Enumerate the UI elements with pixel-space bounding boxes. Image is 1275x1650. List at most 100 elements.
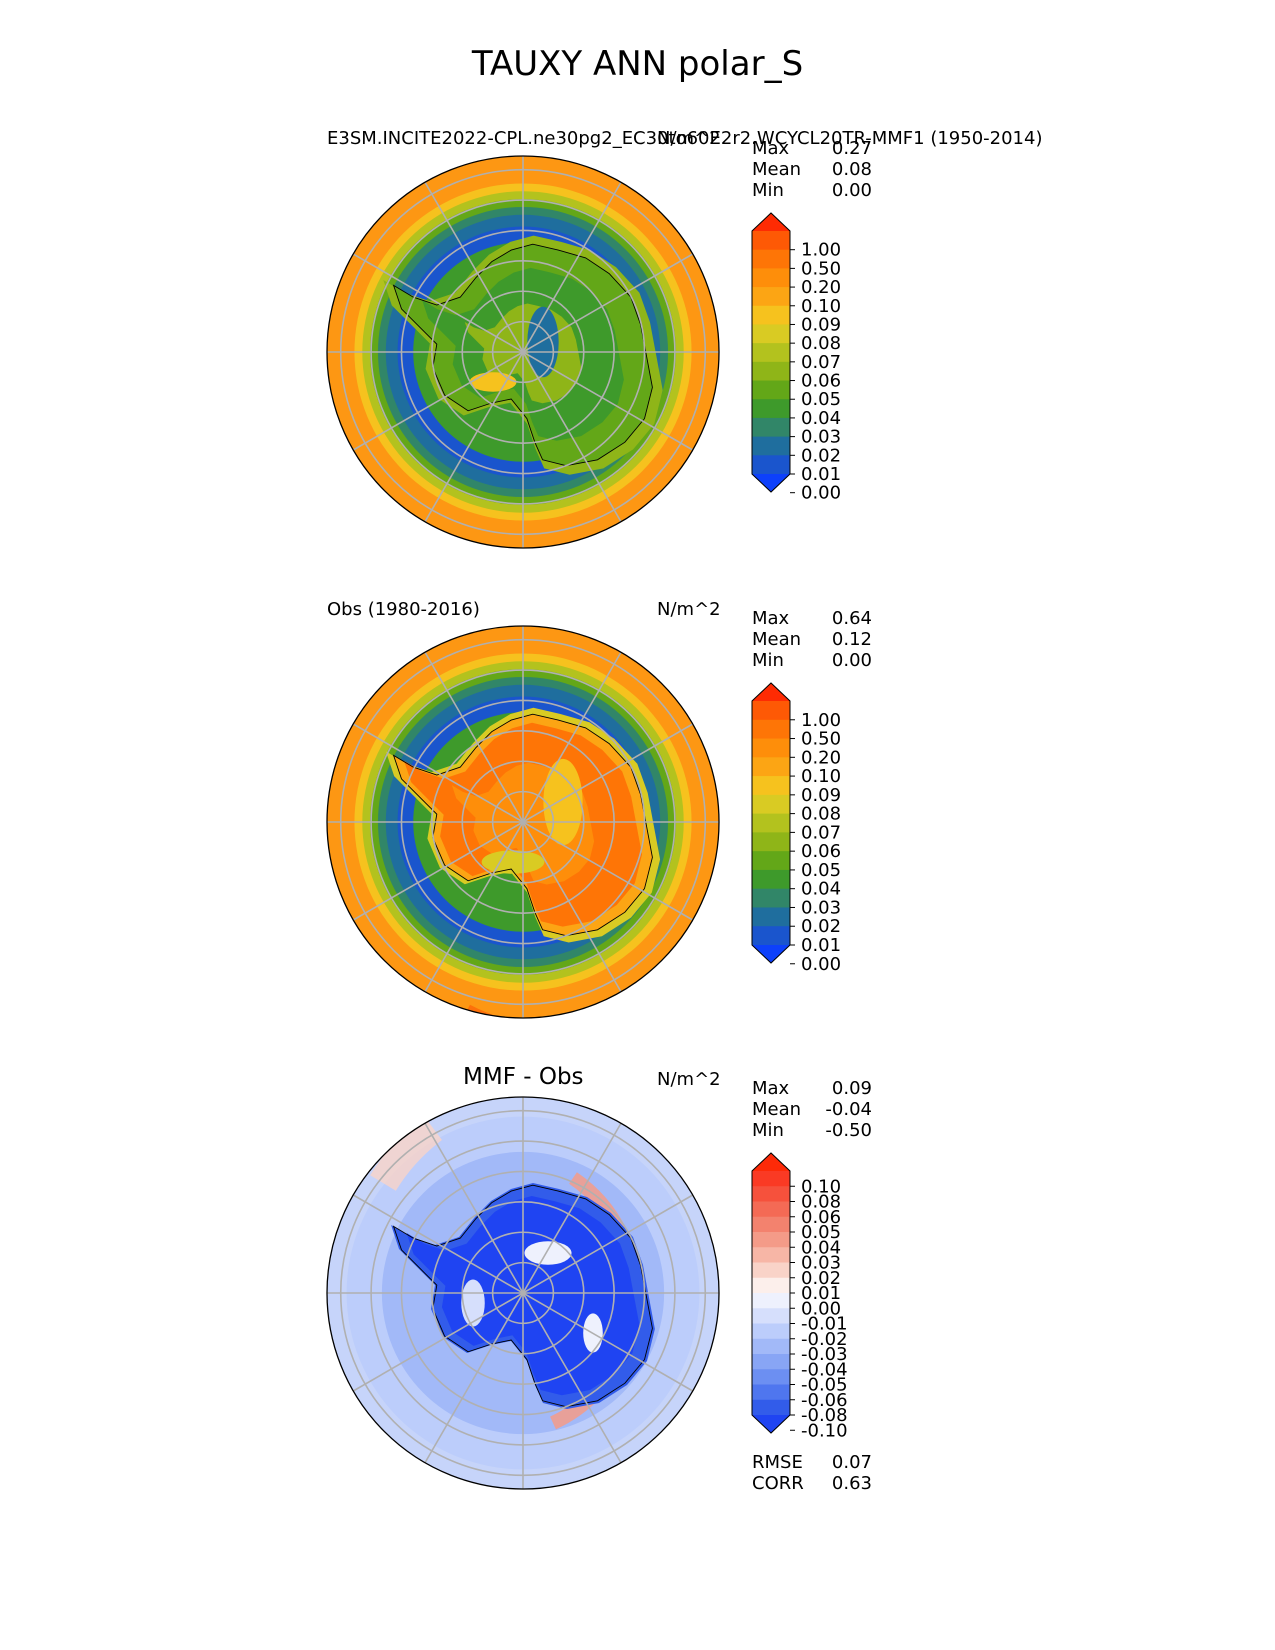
colorbar-tick-label: 0.10 — [801, 296, 841, 317]
colorbar-tick-label: 0.02 — [801, 445, 841, 466]
colorbar-tick-label: 0.05 — [801, 1222, 841, 1243]
colorbar-tick-label: -0.04 — [801, 1359, 848, 1380]
colorbar-tick-label: 0.00 — [801, 1298, 841, 1319]
panel1-stat-mean-value: 0.08 — [831, 159, 872, 180]
colorbar-segment — [752, 361, 790, 382]
colorbar-segment — [752, 380, 790, 400]
contour-band — [461, 1279, 485, 1327]
longitude-line — [424, 1122, 622, 1464]
colorbar-segment — [752, 1323, 790, 1340]
colorbar-extend-min — [752, 1415, 790, 1433]
colorbar-segment — [752, 1232, 790, 1248]
panel2-stat-max-label: Max — [752, 608, 790, 629]
colorbar-segment — [752, 1369, 790, 1385]
panel3-corr-value: 0.63 — [831, 1473, 872, 1494]
colorbar-extend-max — [752, 213, 790, 231]
colorbar-segment — [752, 455, 790, 475]
colorbar-tick-label: 0.04 — [801, 1237, 841, 1258]
colorbar-2: 1.000.500.200.100.090.080.070.060.050.04… — [751, 682, 841, 975]
panel3-stat-mean-value: -0.04 — [825, 1099, 872, 1120]
colorbar-segment — [752, 794, 790, 815]
colorbar-segment — [752, 231, 790, 251]
colorbar-segment — [752, 1338, 790, 1355]
colorbar-tick-label: -0.08 — [801, 1405, 848, 1426]
panel1-stat-min-value: 0.00 — [831, 180, 872, 201]
panel3-stat-min-label: Min — [752, 1120, 784, 1141]
panel3-stat-mean-label: Mean — [752, 1099, 802, 1120]
colorbar-1: 1.000.500.200.100.090.080.070.060.050.04… — [751, 212, 841, 504]
panel2-stat-mean-value: 0.12 — [831, 629, 872, 650]
colorbar-segment — [752, 813, 790, 833]
panel3-rmse-value: 0.07 — [831, 1452, 872, 1473]
colorbar-segment — [752, 851, 790, 871]
colorbar-tick-label: 0.05 — [801, 860, 841, 881]
colorbar-tick-label: 0.50 — [801, 729, 841, 750]
colorbar-3: 0.100.080.060.050.040.030.020.010.00-0.0… — [751, 1152, 848, 1441]
colorbar-segment — [752, 268, 790, 288]
colorbar-segment — [752, 1277, 790, 1294]
colorbar-tick-label: 0.02 — [801, 1268, 841, 1289]
colorbar-tick-label: 0.50 — [801, 258, 841, 279]
panel3-rmse-label: RMSE — [752, 1452, 803, 1473]
colorbar-tick-label: 0.05 — [801, 389, 841, 410]
colorbar-tick-label: 0.04 — [801, 408, 841, 429]
panel1-stat-mean-label: Mean — [752, 159, 802, 180]
colorbar-tick-label: 0.02 — [801, 916, 841, 937]
panel1-stat-max-value: 0.27 — [831, 138, 872, 159]
colorbar-tick-label: 0.08 — [801, 1192, 841, 1213]
panel3-stat-max-label: Max — [752, 1078, 790, 1099]
panel3-units: N/m^2 — [657, 1069, 721, 1090]
colorbar-segment — [752, 1384, 790, 1401]
colorbar-segment — [752, 888, 790, 908]
colorbar-extend-max — [752, 1153, 790, 1171]
colorbar-segment — [752, 757, 790, 777]
panel2-title: Obs (1980-2016) — [327, 599, 480, 620]
colorbar-tick-label: 0.00 — [801, 483, 841, 504]
colorbar-tick-label: 0.07 — [801, 352, 841, 373]
colorbar-segment — [752, 1216, 790, 1233]
colorbar-segment — [752, 343, 790, 363]
panel1-title: E3SM.INCITE2022-CPL.ne30pg2_EC30to60E2r2… — [327, 128, 1043, 149]
colorbar-tick-label: 0.08 — [801, 333, 841, 354]
colorbar-segment — [752, 926, 790, 946]
colorbar-tick-label: 0.00 — [801, 954, 841, 975]
colorbar-segment — [752, 1399, 790, 1416]
colorbar-segment — [752, 249, 790, 269]
colorbar-tick-label: 0.06 — [801, 1207, 841, 1228]
contour-band — [543, 758, 583, 846]
colorbar-extend-min — [752, 945, 790, 963]
colorbar-tick-label: -0.10 — [801, 1420, 848, 1441]
colorbar-segment — [752, 1308, 790, 1324]
colorbar-tick-label: 0.04 — [801, 879, 841, 900]
panel3-stat-max-value: 0.09 — [831, 1078, 872, 1099]
graticule — [327, 626, 719, 1018]
panel1-stat-max-label: Max — [752, 138, 790, 159]
longitude-line — [424, 181, 622, 523]
colorbar-tick-label: -0.01 — [801, 1314, 848, 1335]
contour-band — [524, 1241, 572, 1265]
colorbar-tick-label: 0.06 — [801, 371, 841, 392]
colorbar-tick-label: -0.06 — [801, 1390, 848, 1411]
colorbar-tick-label: 0.01 — [801, 935, 841, 956]
map-1 — [326, 155, 720, 549]
colorbar-tick-label: 0.01 — [801, 464, 841, 485]
colorbar-segment — [752, 324, 790, 344]
colorbar-tick-label: 0.03 — [801, 897, 841, 918]
panel1-units: N/m^2 — [657, 128, 721, 149]
colorbar-segment — [752, 1262, 790, 1279]
colorbar-tick-label: 0.10 — [801, 766, 841, 787]
colorbar-tick-label: 0.07 — [801, 822, 841, 843]
panel3-title: MMF - Obs — [463, 1064, 584, 1090]
colorbar-tick-label: -0.05 — [801, 1375, 848, 1396]
colorbar-tick-label: 0.08 — [801, 804, 841, 825]
longitude-line — [424, 651, 622, 993]
colorbar-tick-label: 0.06 — [801, 841, 841, 862]
graticule — [327, 1097, 719, 1489]
colorbar-segment — [752, 907, 790, 927]
map-border — [326, 155, 720, 549]
colorbar-tick-label: 0.20 — [801, 277, 841, 298]
colorbar-segment — [752, 417, 790, 438]
colorbar-tick-label: 0.01 — [801, 1283, 841, 1304]
map-2 — [326, 625, 720, 1019]
